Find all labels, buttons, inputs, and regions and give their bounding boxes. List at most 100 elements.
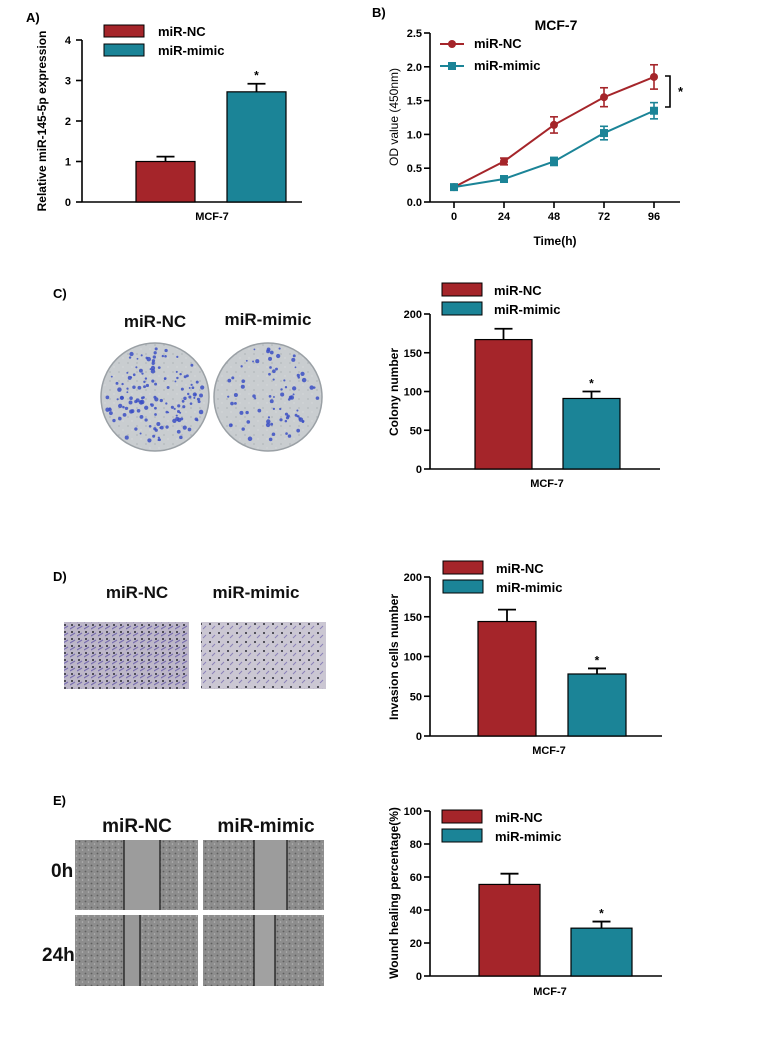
colony-dot (228, 423, 233, 428)
colony-dot (175, 414, 178, 417)
colony-dot (175, 370, 178, 373)
panel-c-ytick-2: 100 (404, 387, 422, 399)
panel-e: E) miR-NC miR-mimic 0h 24h 0 20 40 60 80… (42, 793, 662, 998)
legend-label-nc: miR-NC (474, 36, 522, 51)
invasion-nc-image (64, 622, 189, 689)
data-point-mimic (500, 175, 508, 184)
colony-dot (139, 432, 142, 435)
panel-e-ytick-3: 60 (410, 872, 422, 884)
colony-dot (246, 420, 251, 424)
panel-a-ylabel: Relative miR-145-5p expression (35, 31, 49, 212)
bar-nc (478, 883, 541, 977)
colony-dot (265, 422, 271, 428)
wound-mimic-0h-gap (254, 840, 287, 910)
colony-dot (144, 377, 148, 380)
panel-d-ytick-1: 50 (410, 691, 422, 703)
panel-a-ytick-3: 3 (65, 76, 71, 88)
colony-dot (159, 398, 163, 403)
panel-b-ylabel: OD value (450nm) (387, 68, 401, 166)
significance-mark: * (254, 69, 259, 83)
colony-dot (179, 435, 183, 440)
colony-dot (190, 363, 194, 367)
colony-dot (153, 395, 157, 399)
panel-c-ticks (424, 313, 430, 470)
colony-dot (129, 409, 134, 414)
colony-dot (289, 395, 295, 400)
legend-label-mimic: miR-mimic (474, 58, 540, 73)
legend-swatch-nc (103, 24, 145, 38)
colony-dot (128, 400, 133, 405)
legend-marker-mimic (448, 62, 456, 70)
panel-d-ytick-2: 100 (404, 652, 422, 664)
data-point-nc (550, 120, 558, 129)
colony-dot (285, 432, 288, 435)
legend-label-mimic: miR-mimic (495, 829, 561, 844)
colony-dot (273, 396, 275, 398)
colony-dot (187, 392, 190, 396)
panel-c-ytick-3: 150 (404, 348, 422, 360)
panel-e-legend: miR-NC miR-mimic (441, 809, 561, 844)
panel-c-ytick-4: 200 (404, 309, 422, 321)
colony-dot (144, 418, 148, 422)
colony-dot (267, 416, 271, 419)
legend-swatch-mimic (442, 579, 484, 594)
panel-e-ytick-4: 80 (410, 839, 422, 851)
colony-dot (280, 392, 285, 397)
colony-dot (149, 368, 152, 371)
colony-dot (112, 418, 116, 423)
colony-dot (159, 426, 162, 429)
data-point-mimic (600, 129, 608, 138)
colony-dot (294, 366, 297, 369)
panel-e-ytick-2: 40 (410, 905, 422, 917)
colony-dot (132, 373, 136, 377)
panel-a-ytick-1: 1 (65, 157, 71, 169)
colony-dot (195, 418, 199, 422)
colony-dot (270, 422, 274, 426)
data-point-nc (600, 93, 608, 102)
panel-c-ytick-0: 0 (416, 464, 422, 476)
colony-dot (231, 376, 235, 380)
colony-dot (279, 407, 282, 411)
panel-e-ticks (424, 810, 430, 977)
panel-c-image-label-mimic: miR-mimic (225, 310, 312, 329)
legend-label-mimic: miR-mimic (496, 580, 562, 595)
colony-dot (181, 399, 185, 403)
colony-dot (174, 380, 177, 383)
colony-dot (177, 404, 181, 408)
colony-dot (139, 399, 145, 405)
colony-dot (268, 437, 273, 442)
legend-label-nc: miR-NC (158, 24, 206, 39)
panel-c-legend: miR-NC miR-mimic (441, 282, 560, 317)
colony-dot (148, 424, 152, 428)
colony-dot (173, 407, 176, 410)
colony-dot (240, 365, 243, 368)
colony-dot (269, 350, 274, 355)
colony-dot (152, 355, 157, 359)
colony-dot (300, 371, 305, 376)
panel-b-legend: miR-NC miR-mimic (440, 36, 540, 73)
colony-dot (190, 383, 193, 386)
colony-dot (151, 361, 155, 365)
panel-e-bars: * (478, 872, 633, 977)
panel-c-xlabel: MCF-7 (530, 478, 564, 490)
colony-dot (272, 369, 276, 374)
colony-dot (296, 373, 300, 377)
colony-dot (233, 401, 237, 405)
bar-nc (477, 620, 537, 737)
panel-b-significance-bracket (665, 75, 671, 108)
colony-dot (153, 351, 157, 355)
bar-mimic (226, 91, 287, 203)
panel-d-ytick-3: 150 (404, 612, 422, 624)
colony-dot (164, 354, 167, 358)
colony-dot (156, 421, 161, 427)
colony-dot (253, 348, 256, 351)
colony-dot (132, 385, 136, 389)
colony-dot (108, 411, 113, 416)
colony-dot (134, 400, 138, 404)
colony-dot (116, 398, 119, 401)
colony-dot (283, 379, 286, 382)
colony-dot (164, 348, 168, 353)
colony-dot (135, 366, 138, 369)
colony-dot (272, 407, 276, 411)
panel-d-bars: * (477, 608, 627, 737)
